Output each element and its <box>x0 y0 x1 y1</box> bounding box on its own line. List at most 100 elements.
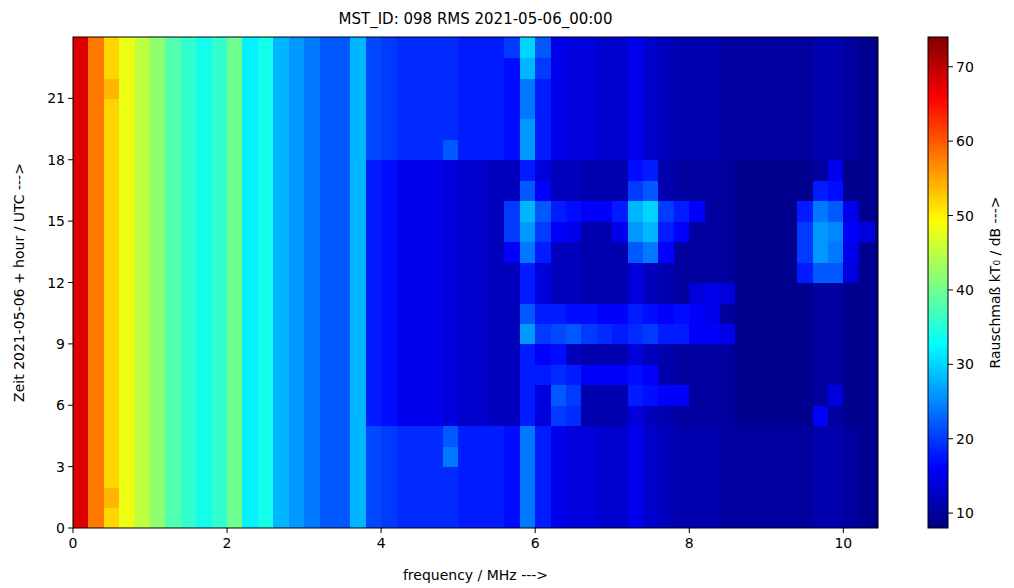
heatmap-cell <box>88 364 104 385</box>
heatmap-cell <box>335 139 351 160</box>
heatmap-cell <box>104 303 120 324</box>
heatmap-cell <box>766 201 782 222</box>
heatmap-cell <box>119 119 135 140</box>
heatmap-cell <box>181 323 197 344</box>
heatmap-cell <box>535 139 551 160</box>
heatmap-cell <box>150 78 166 99</box>
heatmap-cell <box>597 139 613 160</box>
heatmap-cell <box>335 426 351 447</box>
heatmap-cell <box>366 487 382 508</box>
heatmap-cell <box>551 426 567 447</box>
y-tick-label: 9 <box>56 336 65 352</box>
heatmap-cell <box>520 242 536 263</box>
heatmap-cell <box>643 323 659 344</box>
heatmap-cell <box>412 160 428 181</box>
heatmap-cell <box>751 180 767 201</box>
heatmap-cell <box>597 426 613 447</box>
heatmap-cell <box>320 221 336 242</box>
heatmap-cell <box>458 221 474 242</box>
heatmap-cell <box>566 37 582 58</box>
heatmap-cell <box>443 487 459 508</box>
heatmap-cell <box>674 508 690 528</box>
heatmap-cell <box>304 262 320 283</box>
heatmap-cell <box>628 508 644 528</box>
heatmap-cell <box>643 487 659 508</box>
heatmap-cell <box>520 139 536 160</box>
heatmap-cell <box>797 364 813 385</box>
heatmap-cell <box>612 262 628 283</box>
heatmap-cell <box>843 283 859 304</box>
heatmap-cell <box>520 37 536 58</box>
heatmap-cell <box>135 180 151 201</box>
heatmap-cell <box>828 242 844 263</box>
heatmap-cell <box>735 37 751 58</box>
heatmap-cell <box>119 385 135 406</box>
heatmap-cell <box>766 119 782 140</box>
heatmap-cell <box>458 242 474 263</box>
x-tick <box>689 528 690 533</box>
heatmap-cell <box>397 98 413 119</box>
heatmap-cell <box>412 78 428 99</box>
heatmap-cell <box>504 262 520 283</box>
heatmap-cell <box>381 303 397 324</box>
heatmap-cell <box>859 242 875 263</box>
heatmap-cell <box>273 201 289 222</box>
heatmap-cell <box>165 242 181 263</box>
heatmap-cell <box>535 37 551 58</box>
heatmap-cell <box>551 323 567 344</box>
heatmap-cell <box>720 323 736 344</box>
heatmap-cell <box>397 385 413 406</box>
heatmap-cell <box>165 57 181 78</box>
heatmap-cell <box>720 98 736 119</box>
heatmap-cell <box>489 180 505 201</box>
heatmap-cell <box>273 119 289 140</box>
heatmap-cell <box>150 344 166 365</box>
heatmap-cell <box>828 98 844 119</box>
heatmap-cell <box>119 160 135 181</box>
heatmap-cell <box>828 487 844 508</box>
heatmap-cell <box>489 98 505 119</box>
heatmap-cell <box>73 446 89 467</box>
heatmap-cell <box>119 446 135 467</box>
heatmap-cell <box>797 344 813 365</box>
heatmap-cell <box>859 98 875 119</box>
heatmap-cell <box>304 467 320 488</box>
heatmap-cell <box>227 221 243 242</box>
heatmap-cell <box>597 37 613 58</box>
heatmap-cell <box>489 262 505 283</box>
heatmap-cell <box>766 160 782 181</box>
heatmap-cell <box>289 119 305 140</box>
heatmap-cell <box>427 446 443 467</box>
heatmap-cell <box>88 508 104 528</box>
heatmap-cell <box>320 98 336 119</box>
heatmap-cell <box>689 344 705 365</box>
heatmap-cell <box>119 221 135 242</box>
heatmap-cell <box>504 344 520 365</box>
heatmap-cell <box>397 180 413 201</box>
heatmap-cell <box>612 201 628 222</box>
heatmap-cell <box>427 139 443 160</box>
heatmap-cell <box>797 303 813 324</box>
heatmap-cell <box>535 119 551 140</box>
heatmap-cell <box>104 242 120 263</box>
heatmap-cell <box>212 98 228 119</box>
heatmap-cell <box>381 344 397 365</box>
heatmap-cell <box>150 467 166 488</box>
heatmap-cell <box>843 364 859 385</box>
heatmap-cell <box>335 180 351 201</box>
heatmap-cell <box>73 119 89 140</box>
heatmap-cell <box>366 201 382 222</box>
heatmap-cell <box>643 303 659 324</box>
heatmap-cell <box>566 467 582 488</box>
heatmap-cell <box>735 487 751 508</box>
heatmap-cell <box>350 201 366 222</box>
colorbar-tick <box>948 364 953 365</box>
heatmap-cell <box>782 467 798 488</box>
heatmap-cell <box>535 323 551 344</box>
heatmap-cell <box>535 160 551 181</box>
plot-frame <box>73 37 878 528</box>
heatmap-cell <box>705 446 721 467</box>
heatmap-cell <box>335 78 351 99</box>
heatmap-cell <box>674 303 690 324</box>
heatmap-cell <box>227 323 243 344</box>
